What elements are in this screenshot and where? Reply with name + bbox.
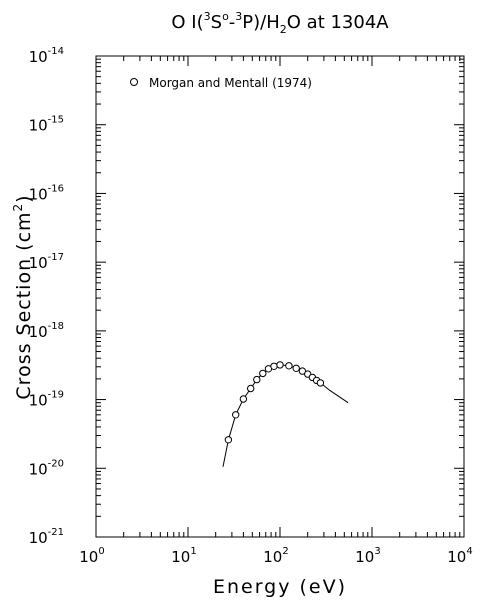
- data-points: [224, 361, 325, 444]
- data-point: [247, 384, 255, 393]
- data-point: [270, 362, 278, 370]
- y-tick-label: 10-17: [29, 252, 64, 272]
- y-tick-label: 10-21: [29, 527, 64, 547]
- legend-label: Morgan and Mentall (1974): [149, 76, 312, 90]
- y-tick-label: 10-18: [29, 321, 64, 341]
- x-axis-label: Energy (eV): [213, 576, 347, 598]
- data-point: [232, 411, 240, 419]
- x-tick-label: 104: [447, 546, 472, 566]
- data-point: [224, 436, 233, 444]
- y-axis-label: Cross Section (cm2): [11, 194, 35, 399]
- x-tick-label: 102: [263, 546, 288, 566]
- data-point: [292, 364, 300, 372]
- data-point: [316, 379, 325, 387]
- chart-title: O I(3So-3P)/H2O at 1304A: [171, 10, 389, 36]
- legend-marker-icon: [130, 78, 138, 86]
- data-point: [259, 369, 267, 378]
- x-tick-label: 103: [355, 546, 380, 566]
- data-point: [285, 362, 293, 370]
- y-axis-tick-labels: 10-21 10-20 10-19 10-18 10-17 10-16 10-15 10-14: [29, 46, 64, 547]
- x-tick-label: 100: [79, 546, 104, 566]
- y-tick-label: 10-14: [29, 46, 64, 66]
- y-axis-ticks: [96, 58, 464, 538]
- y-tick-label: 10-20: [29, 458, 64, 478]
- fit-curve-line: [222, 364, 349, 467]
- data-point: [239, 395, 248, 403]
- y-tick-label: 10-16: [29, 183, 64, 203]
- y-tick-label: 10-19: [29, 390, 64, 410]
- plot-frame: [95, 55, 465, 538]
- x-axis-tick-labels: 100 101 102 103 104: [79, 546, 472, 566]
- x-axis-ticks: [95, 56, 461, 537]
- data-point: [276, 361, 284, 369]
- y-tick-label: 10-15: [29, 115, 64, 135]
- legend: Morgan and Mentall (1974): [130, 76, 312, 90]
- x-tick-label: 101: [171, 546, 196, 566]
- data-point: [253, 375, 261, 384]
